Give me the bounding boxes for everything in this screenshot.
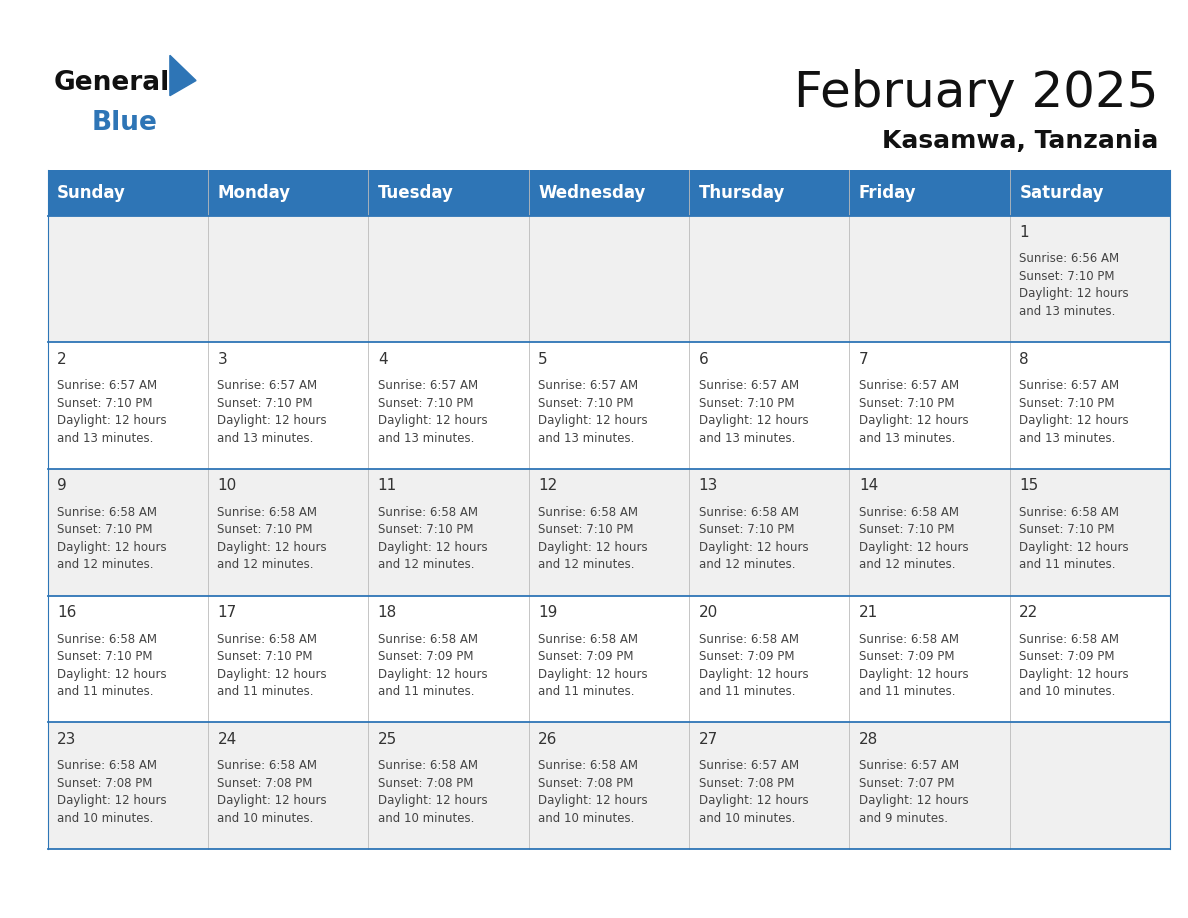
Text: 2: 2 (57, 352, 67, 366)
Text: Sunrise: 6:57 AM
Sunset: 7:10 PM
Daylight: 12 hours
and 13 minutes.: Sunrise: 6:57 AM Sunset: 7:10 PM Dayligh… (699, 379, 808, 444)
Text: Sunrise: 6:57 AM
Sunset: 7:07 PM
Daylight: 12 hours
and 9 minutes.: Sunrise: 6:57 AM Sunset: 7:07 PM Dayligh… (859, 759, 968, 824)
Text: Friday: Friday (859, 184, 917, 202)
Text: Sunrise: 6:58 AM
Sunset: 7:10 PM
Daylight: 12 hours
and 12 minutes.: Sunrise: 6:58 AM Sunset: 7:10 PM Dayligh… (217, 506, 327, 571)
Text: Sunrise: 6:57 AM
Sunset: 7:10 PM
Daylight: 12 hours
and 13 minutes.: Sunrise: 6:57 AM Sunset: 7:10 PM Dayligh… (538, 379, 647, 444)
Text: Blue: Blue (91, 110, 157, 136)
Text: Sunrise: 6:58 AM
Sunset: 7:09 PM
Daylight: 12 hours
and 11 minutes.: Sunrise: 6:58 AM Sunset: 7:09 PM Dayligh… (538, 633, 647, 698)
Bar (849, 170, 1010, 216)
Bar (529, 170, 689, 216)
Text: Sunrise: 6:58 AM
Sunset: 7:08 PM
Daylight: 12 hours
and 10 minutes.: Sunrise: 6:58 AM Sunset: 7:08 PM Dayligh… (378, 759, 487, 824)
Text: Sunrise: 6:58 AM
Sunset: 7:10 PM
Daylight: 12 hours
and 12 minutes.: Sunrise: 6:58 AM Sunset: 7:10 PM Dayligh… (699, 506, 808, 571)
Text: 24: 24 (217, 732, 236, 746)
Text: 14: 14 (859, 478, 878, 493)
Text: Sunrise: 6:57 AM
Sunset: 7:10 PM
Daylight: 12 hours
and 13 minutes.: Sunrise: 6:57 AM Sunset: 7:10 PM Dayligh… (57, 379, 166, 444)
Text: 16: 16 (57, 605, 76, 620)
Text: Sunrise: 6:57 AM
Sunset: 7:10 PM
Daylight: 12 hours
and 13 minutes.: Sunrise: 6:57 AM Sunset: 7:10 PM Dayligh… (217, 379, 327, 444)
Text: 1: 1 (1019, 225, 1029, 240)
Text: Sunrise: 6:58 AM
Sunset: 7:10 PM
Daylight: 12 hours
and 12 minutes.: Sunrise: 6:58 AM Sunset: 7:10 PM Dayligh… (538, 506, 647, 571)
Text: Saturday: Saturday (1019, 184, 1104, 202)
Bar (48, 170, 208, 216)
Text: 17: 17 (217, 605, 236, 620)
Bar (48, 596, 1170, 722)
Text: Wednesday: Wednesday (538, 184, 645, 202)
Bar (1010, 170, 1170, 216)
Text: Sunrise: 6:58 AM
Sunset: 7:09 PM
Daylight: 12 hours
and 10 minutes.: Sunrise: 6:58 AM Sunset: 7:09 PM Dayligh… (1019, 633, 1129, 698)
Bar (689, 170, 849, 216)
Text: Sunrise: 6:58 AM
Sunset: 7:08 PM
Daylight: 12 hours
and 10 minutes.: Sunrise: 6:58 AM Sunset: 7:08 PM Dayligh… (57, 759, 166, 824)
Text: 5: 5 (538, 352, 548, 366)
Text: 3: 3 (217, 352, 227, 366)
Text: 9: 9 (57, 478, 67, 493)
Text: Sunrise: 6:58 AM
Sunset: 7:09 PM
Daylight: 12 hours
and 11 minutes.: Sunrise: 6:58 AM Sunset: 7:09 PM Dayligh… (378, 633, 487, 698)
Text: Sunrise: 6:56 AM
Sunset: 7:10 PM
Daylight: 12 hours
and 13 minutes.: Sunrise: 6:56 AM Sunset: 7:10 PM Dayligh… (1019, 252, 1129, 318)
Text: 26: 26 (538, 732, 557, 746)
Text: Sunrise: 6:58 AM
Sunset: 7:10 PM
Daylight: 12 hours
and 11 minutes.: Sunrise: 6:58 AM Sunset: 7:10 PM Dayligh… (217, 633, 327, 698)
Text: Thursday: Thursday (699, 184, 785, 202)
Text: 12: 12 (538, 478, 557, 493)
Text: Kasamwa, Tanzania: Kasamwa, Tanzania (881, 129, 1158, 152)
Text: Sunrise: 6:58 AM
Sunset: 7:10 PM
Daylight: 12 hours
and 12 minutes.: Sunrise: 6:58 AM Sunset: 7:10 PM Dayligh… (378, 506, 487, 571)
Text: 21: 21 (859, 605, 878, 620)
Text: Sunrise: 6:58 AM
Sunset: 7:10 PM
Daylight: 12 hours
and 12 minutes.: Sunrise: 6:58 AM Sunset: 7:10 PM Dayligh… (859, 506, 968, 571)
Text: Sunrise: 6:58 AM
Sunset: 7:08 PM
Daylight: 12 hours
and 10 minutes.: Sunrise: 6:58 AM Sunset: 7:08 PM Dayligh… (217, 759, 327, 824)
Text: 27: 27 (699, 732, 718, 746)
Text: 13: 13 (699, 478, 718, 493)
Text: Sunday: Sunday (57, 184, 126, 202)
Text: Sunrise: 6:58 AM
Sunset: 7:10 PM
Daylight: 12 hours
and 12 minutes.: Sunrise: 6:58 AM Sunset: 7:10 PM Dayligh… (57, 506, 166, 571)
Bar (48, 216, 1170, 342)
Text: 28: 28 (859, 732, 878, 746)
Text: 8: 8 (1019, 352, 1029, 366)
Bar (48, 722, 1170, 849)
Text: 15: 15 (1019, 478, 1038, 493)
Text: Sunrise: 6:58 AM
Sunset: 7:08 PM
Daylight: 12 hours
and 10 minutes.: Sunrise: 6:58 AM Sunset: 7:08 PM Dayligh… (538, 759, 647, 824)
Text: 19: 19 (538, 605, 557, 620)
Text: Sunrise: 6:57 AM
Sunset: 7:10 PM
Daylight: 12 hours
and 13 minutes.: Sunrise: 6:57 AM Sunset: 7:10 PM Dayligh… (859, 379, 968, 444)
Text: 22: 22 (1019, 605, 1038, 620)
Text: Sunrise: 6:57 AM
Sunset: 7:10 PM
Daylight: 12 hours
and 13 minutes.: Sunrise: 6:57 AM Sunset: 7:10 PM Dayligh… (378, 379, 487, 444)
Text: February 2025: February 2025 (794, 69, 1158, 117)
Text: 10: 10 (217, 478, 236, 493)
Text: Sunrise: 6:57 AM
Sunset: 7:10 PM
Daylight: 12 hours
and 13 minutes.: Sunrise: 6:57 AM Sunset: 7:10 PM Dayligh… (1019, 379, 1129, 444)
Text: Tuesday: Tuesday (378, 184, 454, 202)
Text: 18: 18 (378, 605, 397, 620)
Text: 4: 4 (378, 352, 387, 366)
Text: 7: 7 (859, 352, 868, 366)
Text: 6: 6 (699, 352, 708, 366)
Text: Sunrise: 6:58 AM
Sunset: 7:09 PM
Daylight: 12 hours
and 11 minutes.: Sunrise: 6:58 AM Sunset: 7:09 PM Dayligh… (699, 633, 808, 698)
Text: Sunrise: 6:58 AM
Sunset: 7:10 PM
Daylight: 12 hours
and 11 minutes.: Sunrise: 6:58 AM Sunset: 7:10 PM Dayligh… (1019, 506, 1129, 571)
Bar (368, 170, 529, 216)
Polygon shape (170, 55, 196, 95)
Text: 25: 25 (378, 732, 397, 746)
Text: Sunrise: 6:58 AM
Sunset: 7:09 PM
Daylight: 12 hours
and 11 minutes.: Sunrise: 6:58 AM Sunset: 7:09 PM Dayligh… (859, 633, 968, 698)
Text: 23: 23 (57, 732, 76, 746)
Text: 20: 20 (699, 605, 718, 620)
Text: 11: 11 (378, 478, 397, 493)
Text: General: General (53, 71, 170, 96)
Bar (48, 469, 1170, 596)
Text: Sunrise: 6:57 AM
Sunset: 7:08 PM
Daylight: 12 hours
and 10 minutes.: Sunrise: 6:57 AM Sunset: 7:08 PM Dayligh… (699, 759, 808, 824)
Text: Sunrise: 6:58 AM
Sunset: 7:10 PM
Daylight: 12 hours
and 11 minutes.: Sunrise: 6:58 AM Sunset: 7:10 PM Dayligh… (57, 633, 166, 698)
Bar (48, 342, 1170, 469)
Text: Monday: Monday (217, 184, 291, 202)
Bar (208, 170, 368, 216)
